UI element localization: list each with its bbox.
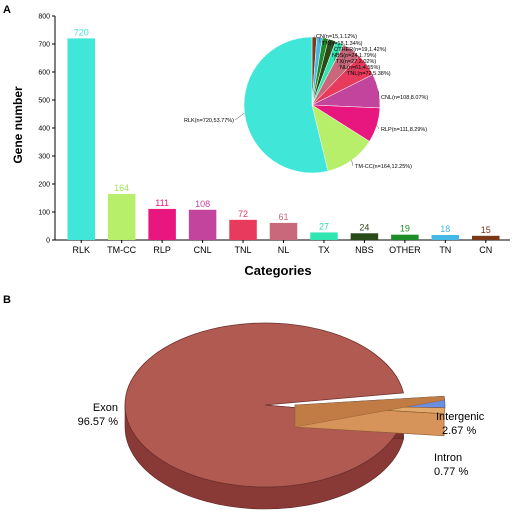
inset-slice-label: CN(n=15,1.12%) (316, 34, 357, 40)
x-tick-label: TM-CC (107, 245, 136, 255)
bar-nl (269, 222, 298, 240)
inset-slice-label: TN(n=18,1.34%) (322, 41, 363, 47)
exon-label-name: Exon (93, 402, 118, 414)
bar-value-label: 18 (440, 224, 450, 234)
x-tick-label: OTHER (389, 245, 421, 255)
inset-slice-label: TNL(n=72,5.38%) (347, 71, 391, 77)
x-tick-label: RLP (153, 245, 171, 255)
x-tick-label: NBS (355, 245, 374, 255)
y-tick-label: 100 (38, 210, 50, 217)
inset-slice-label: NL(n=61,4.55%) (340, 65, 380, 71)
panel-b-label: B (3, 294, 11, 306)
x-tick-label: CN (479, 245, 492, 255)
bar-other (391, 234, 419, 240)
bar-tn (431, 234, 460, 240)
bar-rlp (148, 208, 176, 240)
y-tick-label: 700 (38, 42, 50, 49)
intron-label-name: Intron (434, 452, 462, 464)
y-tick-label: 500 (38, 98, 50, 105)
bar-value-label: 27 (319, 221, 329, 231)
inset-leader-line (337, 49, 353, 68)
y-tick-label: 300 (38, 154, 50, 161)
bar-nbs (350, 233, 379, 240)
x-tick-label: TNL (235, 245, 252, 255)
y-tick-label: 800 (38, 14, 50, 21)
inset-slice-label: TX(n=27,2.02%) (336, 59, 376, 65)
intron-slice-side (294, 395, 445, 428)
x-tick-label: RLK (72, 245, 90, 255)
inset-slice-label: RLP(n=111,8.29%) (381, 127, 427, 133)
inset-pie-chart: CN(n=15,1.12%)TN(n=18,1.34%)OTHER(n=19,1… (184, 34, 428, 174)
x-tick-label: CNL (194, 245, 212, 255)
bar-tx (310, 232, 338, 240)
inset-slice-label: RLK(n=720,53.77%) (184, 118, 234, 124)
genomic-distribution-pie: Exon 96.57 % Intergenic 2.67 % Intron 0.77 % (78, 322, 485, 510)
inset-slice-label: NBS(n=24,1.79%) (332, 53, 377, 59)
bar-value-label: 72 (238, 209, 248, 219)
x-tick-label: TX (318, 245, 330, 255)
inset-leader-line (376, 125, 380, 130)
inset-leader-line (351, 160, 354, 167)
x-tick-label: NL (278, 245, 290, 255)
bar-value-label: 164 (114, 183, 129, 193)
intron-label-value: 0.77 % (434, 466, 468, 478)
bar-value-label: 19 (400, 224, 410, 234)
bar-value-label: 24 (359, 222, 369, 232)
bar-tm-cc (107, 194, 136, 240)
bar-chart-bars: 720 RLK 164 TM-CC 111 RLP 108 CNL 72 TNL 61 NL 27 TX 2… (67, 27, 500, 255)
bar-value-label: 111 (155, 198, 169, 208)
intergenic-label-name: Intergenic (436, 411, 485, 423)
panel-a-label: A (3, 4, 11, 16)
inset-leader-line (344, 64, 367, 74)
inset-slice-label: CNL(n=108,8.07%) (381, 95, 428, 101)
bar-value-label: 108 (195, 199, 210, 209)
y-tick-label: 600 (38, 70, 50, 77)
bar-value-label: 15 (481, 225, 491, 235)
x-tick-label: TN (439, 245, 451, 255)
bar-tnl (229, 219, 257, 240)
inset-slice-label: TM-CC(n=164,12.25%) (355, 164, 412, 170)
y-axis-label: Gene number (11, 86, 25, 164)
inset-leader-line (234, 112, 245, 121)
inset-leader-line (329, 40, 333, 56)
bar-cn (472, 235, 500, 240)
bar-value-label: 720 (74, 27, 89, 37)
inset-leader-line (333, 42, 340, 62)
bar-rlk (67, 38, 95, 241)
y-tick-label: 200 (38, 182, 50, 189)
intergenic-label-value: 2.67 % (442, 425, 476, 437)
x-axis-label: Categories (244, 263, 311, 278)
y-tick-label: 0 (46, 238, 50, 245)
inset-slice-label: OTHER(n=19,1.42%) (334, 47, 387, 53)
bar-value-label: 61 (278, 212, 288, 222)
y-tick-label: 400 (38, 126, 50, 133)
exon-label-value: 96.57 % (78, 416, 119, 428)
bar-cnl (188, 209, 217, 240)
exon-slice-top (124, 322, 404, 488)
